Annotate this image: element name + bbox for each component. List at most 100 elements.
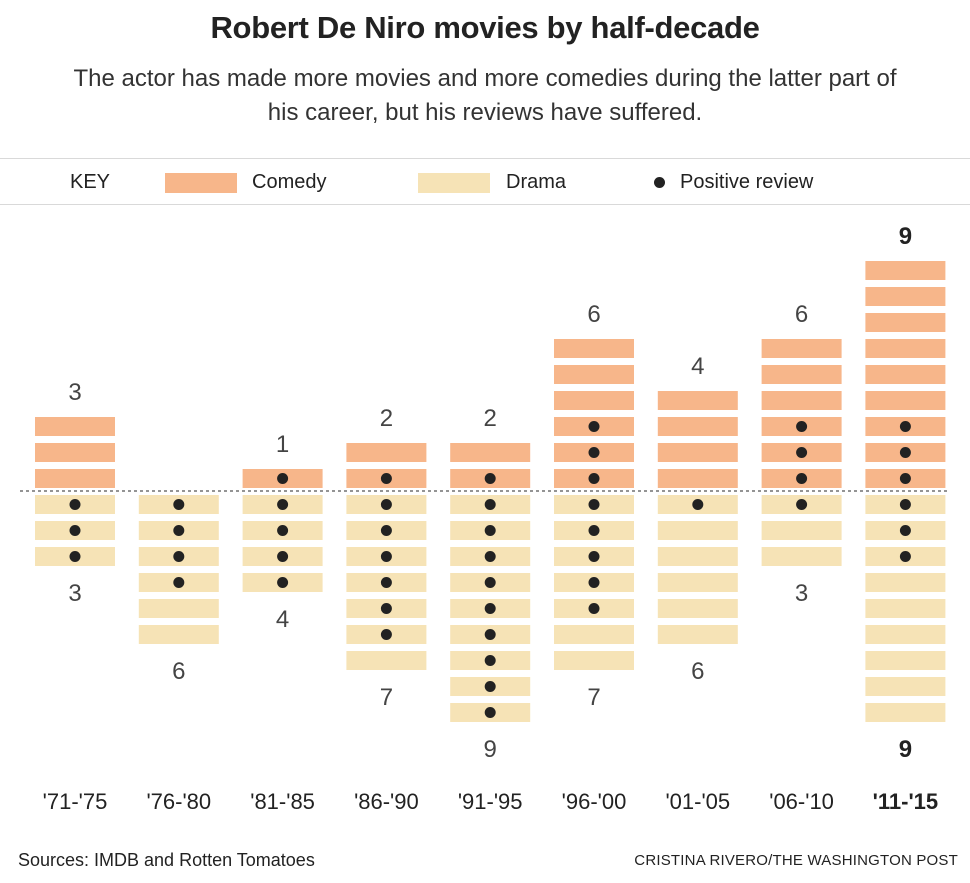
positive-review-dot	[588, 421, 600, 432]
key-bottom-rule	[0, 204, 970, 205]
positive-review-dot	[484, 681, 496, 692]
drama-bar-segment	[554, 651, 634, 670]
comedy-bar-segment	[35, 469, 115, 488]
positive-review-dot	[277, 499, 289, 510]
legend-comedy-label: Comedy	[252, 171, 327, 193]
drama-count-label: 3	[795, 580, 808, 607]
category-tick-label: '71-'75	[43, 789, 108, 814]
drama-bar-segment	[865, 599, 946, 618]
positive-review-dot	[588, 603, 600, 614]
comedy-bar-segment	[35, 417, 115, 436]
positive-review-dot	[484, 577, 496, 588]
comedy-bar-segment	[554, 391, 634, 410]
positive-review-dot	[796, 499, 808, 510]
positive-review-dot	[277, 525, 289, 536]
drama-count-label: 7	[380, 684, 393, 711]
positive-review-dot	[484, 629, 496, 640]
positive-review-dot	[380, 499, 392, 510]
comedy-bar-segment	[657, 443, 738, 462]
positive-review-dot	[484, 707, 496, 718]
category-tick-label: '01-'05	[665, 789, 730, 814]
key-top-rule	[0, 158, 970, 159]
positive-review-dot	[380, 551, 392, 562]
comedy-bar-segment	[450, 443, 531, 462]
comedy-count-label: 3	[68, 379, 81, 406]
drama-count-label: 7	[587, 684, 600, 711]
positive-review-dot	[69, 525, 81, 536]
positive-review-dot	[484, 603, 496, 614]
drama-count-label: 4	[276, 606, 289, 633]
drama-count-label: 3	[68, 580, 81, 607]
positive-review-dot	[484, 655, 496, 666]
positive-review-dot	[692, 499, 704, 510]
drama-bar-segment	[865, 625, 946, 644]
positive-review-dot	[796, 421, 808, 432]
legend: KEY Comedy Drama Positive review	[0, 160, 970, 204]
positive-review-dot	[173, 551, 185, 562]
comedy-bar-segment	[346, 443, 427, 462]
positive-review-dot	[484, 551, 496, 562]
legend-drama-swatch	[418, 173, 490, 193]
positive-review-dot	[380, 525, 392, 536]
positive-review-dot	[796, 447, 808, 458]
comedy-count-label: 1	[276, 431, 289, 458]
drama-bar-segment	[865, 651, 946, 670]
legend-key-label: KEY	[70, 171, 111, 193]
drama-bar-segment	[657, 625, 738, 644]
comedy-bar-segment	[761, 391, 842, 410]
positive-review-dot	[69, 499, 81, 510]
positive-review-dot	[899, 551, 911, 562]
comedy-count-label: 2	[484, 405, 497, 432]
positive-review-dot	[588, 551, 600, 562]
drama-count-label: 6	[172, 658, 185, 685]
sources-note: Sources: IMDB and Rotten Tomatoes	[18, 850, 315, 870]
comedy-bar-segment	[865, 339, 946, 358]
comedy-count-label: 9	[899, 223, 912, 250]
positive-review-dot	[380, 603, 392, 614]
positive-review-dot	[796, 473, 808, 484]
comedy-bar-segment	[865, 287, 946, 306]
positive-review-dot	[69, 551, 81, 562]
positive-review-dot	[899, 499, 911, 510]
category-tick-label: '06-'10	[769, 789, 834, 814]
positive-review-dot	[899, 525, 911, 536]
comedy-count-label: 6	[795, 301, 808, 328]
drama-count-label: 9	[484, 736, 497, 763]
comedy-bar-segment	[865, 313, 946, 332]
drama-count-label: 9	[899, 736, 912, 763]
category-tick-label: '91-'95	[458, 789, 523, 814]
positive-review-dot	[588, 525, 600, 536]
drama-bar-segment	[865, 573, 946, 592]
positive-review-dot	[380, 629, 392, 640]
legend-drama-label: Drama	[506, 171, 567, 193]
legend-comedy-swatch	[165, 173, 237, 193]
drama-bar-segment	[138, 599, 219, 618]
credit-line: CRISTINA RIVERO/THE WASHINGTON POST	[634, 852, 958, 869]
positive-review-dot	[588, 499, 600, 510]
category-tick-label: '11-'15	[873, 789, 939, 814]
comedy-count-label: 4	[691, 353, 704, 380]
chart-subtitle: The actor has made more movies and more …	[73, 65, 897, 126]
drama-bar-segment	[865, 703, 946, 722]
chart-title: Robert De Niro movies by half-decade	[210, 10, 760, 45]
comedy-bar-segment	[865, 365, 946, 384]
positive-review-dot	[173, 499, 185, 510]
comedy-count-label: 2	[380, 405, 393, 432]
legend-positive-label: Positive review	[680, 171, 814, 193]
drama-bar-segment	[554, 625, 634, 644]
category-tick-label: '76-'80	[146, 789, 211, 814]
positive-review-dot	[277, 551, 289, 562]
positive-review-dot	[173, 525, 185, 536]
category-tick-label: '81-'85	[250, 789, 315, 814]
drama-bar-segment	[657, 599, 738, 618]
drama-bar-segment	[657, 547, 738, 566]
positive-review-dot	[380, 473, 392, 484]
comedy-bar-segment	[554, 365, 634, 384]
drama-bar-segment	[761, 521, 842, 540]
positive-review-dot	[899, 447, 911, 458]
category-tick-label: '86-'90	[354, 789, 419, 814]
comedy-bar-segment	[657, 469, 738, 488]
comedy-bar-segment	[35, 443, 115, 462]
drama-bar-segment	[657, 573, 738, 592]
movies-chart: 3 3 '71-'75 6 '76-'80 1 4 '81-'85 2 7 '86-'90 2 9 '91…	[20, 223, 950, 814]
